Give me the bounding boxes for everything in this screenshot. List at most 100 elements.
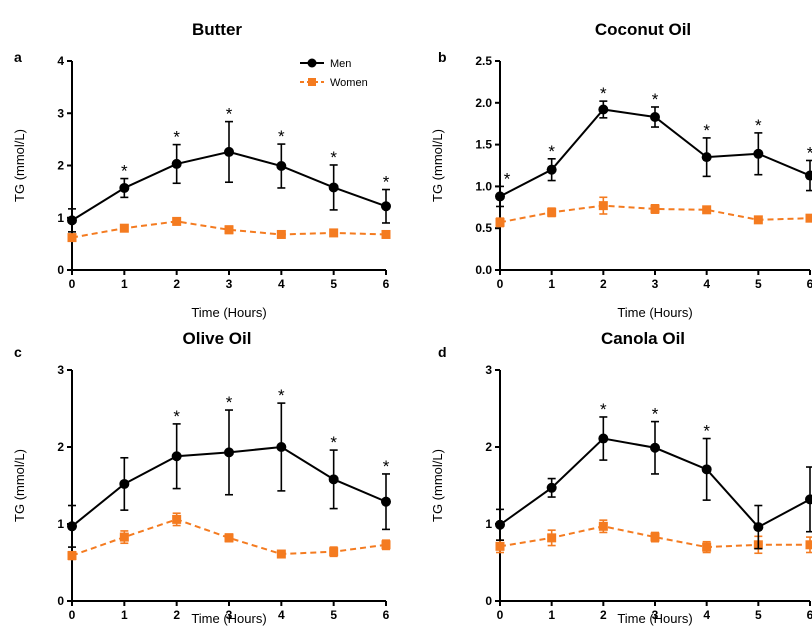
y-tick-label: 0: [57, 263, 64, 277]
data-point-women: [495, 217, 505, 227]
series-men: * * * * * * *: [495, 84, 812, 208]
series-women: [67, 512, 391, 561]
y-axis-label: TG (mmol/L): [12, 449, 27, 522]
data-point-men: [276, 442, 287, 452]
legend-marker-men: [307, 58, 317, 68]
significance-marker: *: [652, 90, 659, 109]
chart-title: Olive Oil: [183, 329, 252, 348]
data-point-women: [650, 204, 660, 214]
data-point-men: [546, 164, 557, 175]
legend: Men Women: [300, 58, 368, 89]
significance-marker: *: [383, 173, 390, 192]
panel-canola-oil: Canola Oil d 0 1 2 3 0 1 2 3 4 5 6 Time (Hours) TG (mm…: [430, 329, 812, 626]
data-point-women: [598, 201, 608, 211]
x-tick-label: 1: [121, 277, 128, 291]
panel-label: c: [14, 344, 22, 360]
chart-title: Butter: [192, 20, 242, 39]
data-point-women: [276, 549, 286, 559]
data-point-women: [119, 223, 129, 233]
series-men: * * * * * *: [67, 105, 391, 233]
y-axis-label: TG (mmol/L): [12, 129, 27, 202]
data-point-men: [650, 442, 660, 453]
x-tick-label: 0: [69, 277, 76, 291]
data-point-women: [598, 521, 608, 531]
x-axis-label: Time (Hours): [617, 611, 692, 626]
data-point-men: [67, 521, 77, 532]
x-tick-label: 4: [278, 608, 285, 622]
significance-marker: *: [652, 405, 659, 424]
data-point-women: [224, 533, 234, 543]
x-axis-label: Time (Hours): [191, 305, 266, 320]
data-point-women: [67, 551, 77, 561]
y-tick-label: 1.0: [475, 179, 492, 193]
y-axis-label: TG (mmol/L): [430, 449, 445, 522]
x-tick-label: 3: [652, 277, 659, 291]
significance-marker: *: [548, 142, 555, 161]
significance-marker: *: [173, 128, 180, 147]
data-point-men: [67, 215, 77, 226]
significance-marker: *: [278, 386, 285, 405]
legend-marker-women: [308, 78, 316, 86]
significance-marker: *: [330, 433, 337, 452]
series-women: [495, 519, 812, 555]
x-tick-label: 0: [69, 608, 76, 622]
y-tick-label: 3: [57, 106, 64, 120]
significance-marker: *: [383, 457, 390, 476]
data-point-men: [650, 112, 660, 123]
panel-coconut-oil: Coconut Oil b 0.0 0.5 1.0 1.5 2.0 2.5 0 1 2 3 4 5 6 Tim…: [430, 20, 812, 320]
panel-label: d: [438, 344, 447, 360]
x-tick-label: 0: [497, 608, 504, 622]
data-point-women: [224, 225, 234, 235]
y-tick-label: 0.0: [475, 263, 492, 277]
data-point-men: [495, 191, 505, 202]
panel-label: b: [438, 49, 447, 65]
y-tick-label: 2.5: [475, 54, 492, 68]
x-tick-label: 1: [548, 277, 555, 291]
x-axis-label: Time (Hours): [191, 611, 266, 626]
significance-marker: *: [278, 127, 285, 146]
legend-label-women: Women: [330, 77, 368, 89]
data-point-women: [329, 228, 339, 238]
y-tick-label: 3: [57, 363, 64, 377]
y-tick-label: 4: [57, 54, 64, 68]
data-point-men: [753, 148, 764, 159]
data-point-men: [701, 152, 712, 163]
x-tick-label: 2: [600, 277, 607, 291]
series-men: * * * * *: [67, 386, 391, 548]
data-point-men: [598, 104, 609, 115]
data-point-women: [276, 229, 286, 239]
data-point-men: [328, 182, 339, 193]
data-point-men: [381, 496, 391, 507]
x-tick-label: 5: [755, 608, 762, 622]
data-point-men: [276, 161, 287, 172]
x-tick-label: 6: [383, 277, 390, 291]
data-point-men: [328, 474, 339, 485]
data-point-men: [805, 170, 812, 181]
y-tick-label: 2: [57, 440, 64, 454]
x-tick-label: 2: [600, 608, 607, 622]
legend-label-men: Men: [330, 58, 351, 70]
significance-marker: *: [755, 116, 762, 135]
data-point-men: [495, 519, 505, 530]
y-tick-label: 3: [485, 363, 492, 377]
y-tick-label: 0: [57, 594, 64, 608]
y-tick-label: 2: [485, 440, 492, 454]
data-point-women: [495, 541, 505, 551]
y-axis-label: TG (mmol/L): [430, 129, 445, 202]
x-tick-label: 5: [330, 277, 337, 291]
data-point-men: [224, 146, 234, 157]
data-point-men: [224, 447, 234, 458]
data-point-women: [650, 532, 660, 542]
y-tick-label: 1.5: [475, 138, 492, 152]
data-point-women: [172, 514, 182, 524]
series-men: * * *: [495, 400, 812, 550]
x-tick-label: 6: [807, 277, 812, 291]
significance-marker: *: [226, 393, 233, 412]
significance-marker: *: [703, 121, 710, 140]
data-point-women: [547, 533, 557, 543]
data-point-women: [381, 540, 391, 550]
significance-marker: *: [703, 422, 710, 441]
significance-marker: *: [226, 105, 233, 124]
x-axis-label: Time (Hours): [617, 305, 692, 320]
data-point-women: [702, 205, 712, 215]
